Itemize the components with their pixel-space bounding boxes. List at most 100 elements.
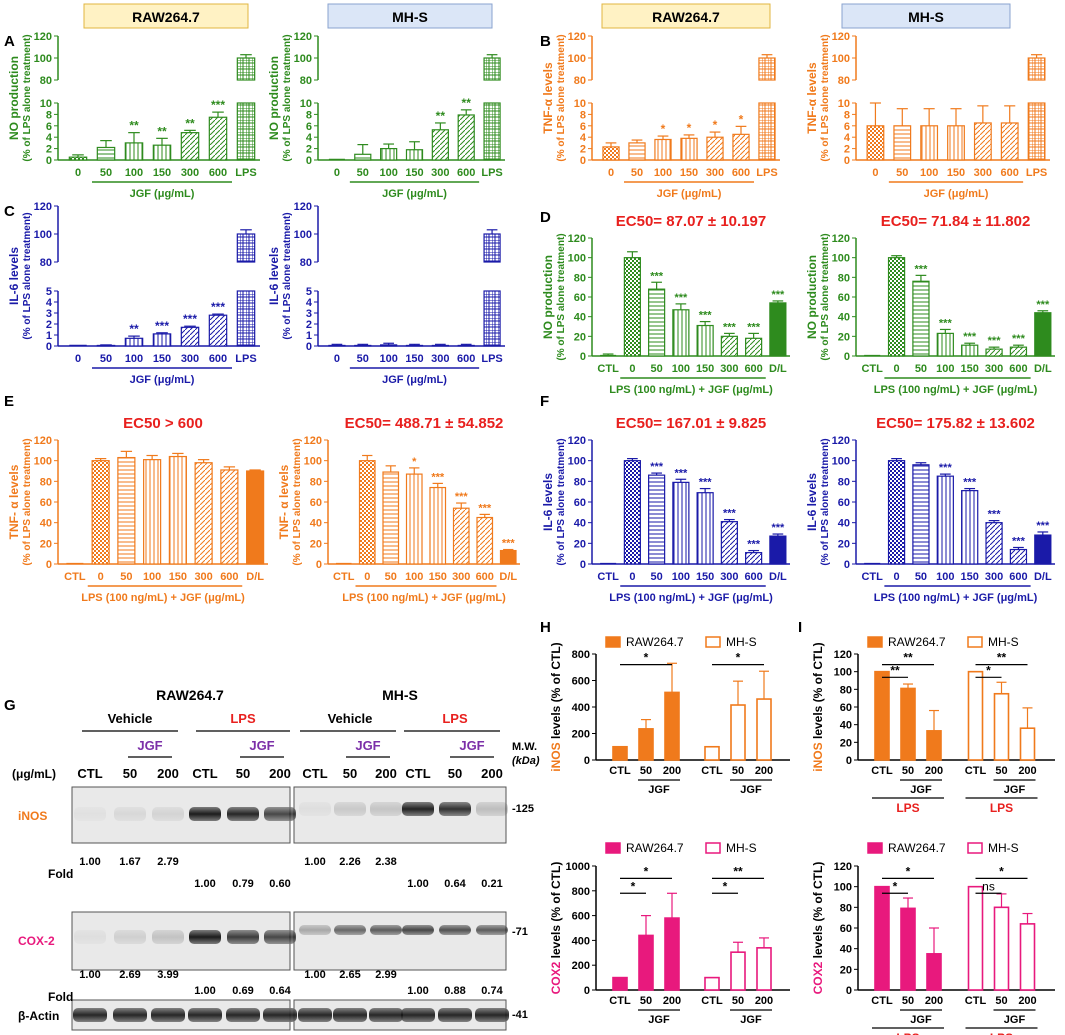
x-tick-label: 0 — [608, 167, 614, 179]
bar-upper — [483, 57, 501, 81]
y-tick-label: 100 — [34, 456, 52, 468]
significance-mark: *** — [674, 467, 688, 479]
bar — [236, 290, 256, 347]
x-tick-label: 600 — [1001, 167, 1019, 179]
bar — [732, 133, 750, 161]
y-tick-label: 20 — [840, 964, 852, 976]
significance-mark: * — [661, 122, 666, 136]
y-tick-label: 120 — [834, 861, 852, 873]
bar-upper — [483, 233, 501, 263]
bar — [1009, 346, 1028, 357]
bar — [457, 344, 475, 347]
y-tick-label: 20 — [574, 538, 586, 550]
actin-band — [333, 1008, 367, 1022]
bar — [220, 469, 239, 565]
bar — [730, 704, 746, 761]
x-tick-label: 600 — [457, 353, 475, 365]
y-axis-label: TNF- α levels — [7, 464, 21, 539]
y-axis-label-sub: (% of LPS alone treatment) — [22, 212, 33, 339]
fold-value: 2.69 — [119, 969, 140, 981]
y-tick-label: 60 — [838, 292, 850, 304]
fold-value: 3.99 — [157, 969, 178, 981]
bar — [602, 146, 620, 161]
y-tick-label: 40 — [840, 720, 852, 732]
y-axis-label: COX2 levels (% of CTL) — [811, 862, 825, 995]
significance-mark: *** — [1012, 333, 1026, 345]
cox-band — [439, 925, 471, 935]
significance-mark: *** — [723, 321, 737, 333]
y-tick-label: 100 — [294, 229, 312, 241]
significance-mark: * — [736, 651, 741, 665]
bar-upper — [1027, 57, 1046, 81]
y-axis-label-sub: (% of LPS alone treatment) — [282, 34, 293, 161]
y-tick-label: 4 — [306, 132, 313, 144]
x-tick-label: 100 — [936, 363, 954, 375]
y-tick-label: 10 — [40, 98, 52, 110]
significance-mark: *** — [211, 98, 225, 112]
actin-band — [298, 1008, 332, 1022]
y-tick-label: 200 — [572, 729, 590, 741]
y-tick-label: 100 — [832, 253, 850, 265]
x-tick-label: 200 — [663, 995, 681, 1007]
actin-band — [263, 1008, 297, 1022]
x-axis-label: JGF (μg/mL) — [130, 374, 195, 386]
bar — [354, 153, 372, 161]
bar — [1034, 534, 1052, 565]
y-tick-label: 0 — [846, 755, 852, 767]
x-tick-label: 100 — [920, 167, 938, 179]
bar — [405, 473, 423, 565]
bar — [612, 976, 628, 991]
chart-d1: 0 20 40 60 80 100 120 NO production (% of LPS al… — [541, 213, 790, 396]
bar — [612, 745, 628, 761]
x-tick-label: 200 — [755, 995, 773, 1007]
panel-letter-g: G — [4, 697, 16, 714]
significance-mark: *** — [650, 270, 664, 282]
cox-band — [402, 925, 434, 935]
fold-value: 1.00 — [304, 969, 325, 981]
x-tick-label: 50 — [640, 995, 652, 1007]
bar — [358, 460, 376, 565]
significance-mark: *** — [771, 289, 785, 301]
y-tick-label: 2 — [306, 319, 312, 331]
x-tick-label: 300 — [720, 571, 738, 583]
y-tick-label: 100 — [294, 53, 312, 65]
fold-value: 1.00 — [304, 856, 325, 868]
bar — [431, 129, 449, 161]
x-tick-label: 0 — [894, 571, 900, 583]
x-tick-label: 300 — [181, 167, 199, 179]
ec50-label: EC50 > 600 — [123, 415, 203, 432]
panel-letter-i: I — [798, 619, 802, 636]
significance-mark: * — [687, 121, 692, 135]
y-tick-label: 1 — [306, 330, 312, 342]
x-tick-label: 200 — [925, 765, 943, 777]
x-tick-label: 50 — [896, 167, 908, 179]
x-group-label: JGF — [910, 1014, 932, 1026]
bar — [926, 953, 942, 991]
fold-value: 0.21 — [481, 878, 502, 890]
bar — [936, 332, 954, 357]
y-tick-label: 60 — [310, 497, 322, 509]
bar — [730, 951, 746, 991]
significance-mark: *** — [988, 335, 1002, 347]
y-tick-label: 40 — [838, 312, 850, 324]
x-group-label: JGF — [1004, 1014, 1026, 1026]
bar — [194, 462, 213, 565]
inos-band — [370, 802, 402, 816]
significance-mark: * — [739, 112, 744, 126]
y-tick-label: 4 — [46, 297, 53, 309]
y-tick-label: 100 — [832, 456, 850, 468]
header-mhs-right: MH-S — [841, 3, 1011, 29]
actin-band — [401, 1008, 435, 1022]
x-tick-label: 100 — [379, 353, 397, 365]
y-tick-label: 0 — [580, 351, 586, 363]
bar — [124, 142, 144, 161]
bar — [483, 290, 501, 347]
x-tick-label: 100 — [672, 363, 690, 375]
bar — [961, 344, 979, 357]
y-tick-label: 4 — [46, 132, 53, 144]
significance-mark: *** — [183, 312, 197, 326]
bar — [152, 333, 172, 347]
y-tick-label: 20 — [840, 737, 852, 749]
